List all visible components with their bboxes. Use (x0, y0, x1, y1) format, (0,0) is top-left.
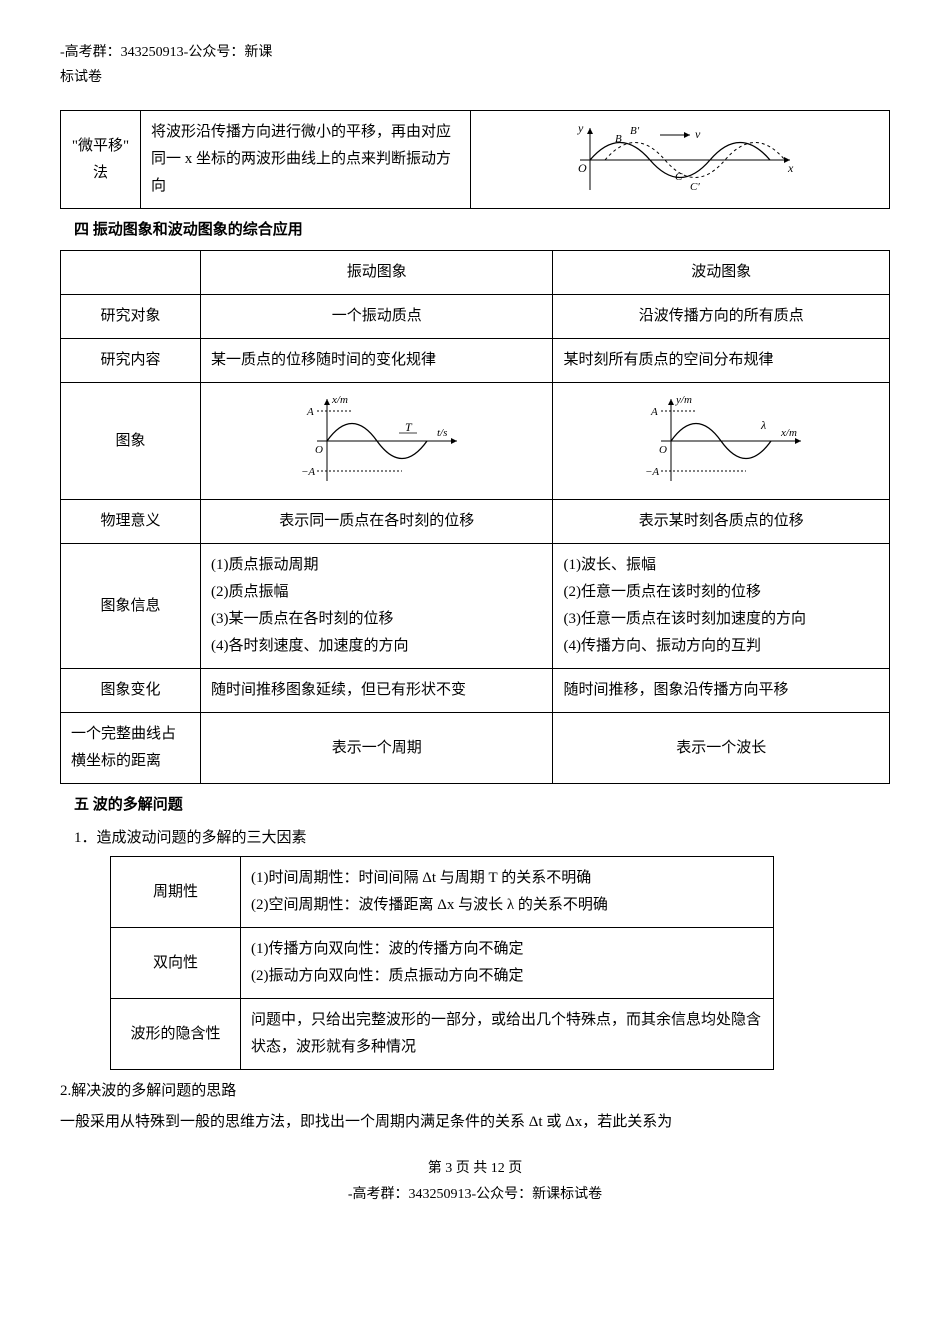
cell-graph-1: x/m t/s A −A O T (201, 383, 553, 500)
label-v: v (695, 127, 701, 141)
rh: 周期性 (111, 857, 241, 928)
th-c1: 振动图象 (201, 251, 553, 295)
minusA: −A (301, 466, 315, 478)
cell-graph-2: y/m x/m A −A O λ (553, 383, 890, 500)
cell: 某一质点的位移随时间的变化规律 (201, 339, 553, 383)
line-5-1: 1．造成波动问题的多解的三大因素 (60, 825, 890, 852)
vibration-graph: x/m t/s A −A O T (287, 391, 467, 491)
minusA: −A (645, 466, 659, 478)
table-multi-factors: 周期性 (1)时间周期性：时间间隔 Δt 与周期 T 的关系不明确 (2)空间周… (110, 856, 774, 1070)
footer-note: -高考群：343250913-公众号：新课标试卷 (60, 1182, 890, 1207)
ylabel: y/m (675, 394, 692, 406)
xlabel: t/s (437, 427, 447, 439)
th-c2: 波动图象 (553, 251, 890, 295)
rh-6: 图象变化 (61, 669, 201, 713)
header-line1: -高考群：343250913-公众号：新课 (60, 40, 890, 65)
cell: 表示同一质点在各时刻的位移 (201, 500, 553, 544)
table-row: 一个完整曲线占横坐标的距离 表示一个周期 表示一个波长 (61, 713, 890, 784)
cell: 某时刻所有质点的空间分布规律 (553, 339, 890, 383)
cell: 问题中，只给出完整波形的一部分，或给出几个特殊点，而其余信息均处隐含状态，波形就… (241, 999, 774, 1070)
wave-graph: y/m x/m A −A O λ (631, 391, 811, 491)
cell: (1)质点振动周期 (2)质点振幅 (3)某一质点在各时刻的位移 (4)各时刻速… (201, 544, 553, 669)
table-row: 研究对象 一个振动质点 沿波传播方向的所有质点 (61, 295, 890, 339)
section-5-heading: 五 波的多解问题 (60, 792, 890, 819)
cell: 随时间推移图象延续，但已有形状不变 (201, 669, 553, 713)
cell: 表示某时刻各质点的位移 (553, 500, 890, 544)
wave-shift-diagram: v y x O B B′ C C′ (560, 120, 800, 200)
A: A (650, 406, 658, 418)
label-B: B (615, 133, 622, 145)
line-5-3: 一般采用从特殊到一般的思维方法，即找出一个周期内满足条件的关系 Δt 或 Δx，… (60, 1109, 890, 1136)
table-graph-compare: 振动图象 波动图象 研究对象 一个振动质点 沿波传播方向的所有质点 研究内容 某… (60, 250, 890, 784)
th-blank (61, 251, 201, 295)
header-note: -高考群：343250913-公众号：新课 标试卷 (60, 40, 890, 90)
cell: 随时间推移，图象沿传播方向平移 (553, 669, 890, 713)
table-row: 波形的隐含性 问题中，只给出完整波形的一部分，或给出几个特殊点，而其余信息均处隐… (111, 999, 774, 1070)
cell-method-desc: 将波形沿传播方向进行微小的平移，再由对应同一 x 坐标的两波形曲线上的点来判断振… (141, 111, 471, 209)
ylabel: x/m (331, 394, 348, 406)
O: O (659, 444, 667, 456)
section-4-heading: 四 振动图象和波动图象的综合应用 (60, 217, 890, 244)
page-footer: 第 3 页 共 12 页 -高考群：343250913-公众号：新课标试卷 (60, 1156, 890, 1206)
rh-1: 研究对象 (61, 295, 201, 339)
cell: (1)时间周期性：时间间隔 Δt 与周期 T 的关系不明确 (2)空间周期性：波… (241, 857, 774, 928)
table-row: 双向性 (1)传播方向双向性：波的传播方向不确定 (2)振动方向双向性：质点振动… (111, 928, 774, 999)
table-row: "微平移" 法 将波形沿传播方向进行微小的平移，再由对应同一 x 坐标的两波形曲… (61, 111, 890, 209)
table-row: 振动图象 波动图象 (61, 251, 890, 295)
xlabel: x/m (780, 427, 797, 439)
table-row: 图象 x/m t/s A −A O T (61, 383, 890, 500)
label-Cp: C′ (690, 181, 700, 193)
cell: 沿波传播方向的所有质点 (553, 295, 890, 339)
table-row: 图象变化 随时间推移图象延续，但已有形状不变 随时间推移，图象沿传播方向平移 (61, 669, 890, 713)
table-row: 物理意义 表示同一质点在各时刻的位移 表示某时刻各质点的位移 (61, 500, 890, 544)
cell: 表示一个波长 (553, 713, 890, 784)
A: A (306, 406, 314, 418)
table-row: 周期性 (1)时间周期性：时间间隔 Δt 与周期 T 的关系不明确 (2)空间周… (111, 857, 774, 928)
cell-method-name: "微平移" 法 (61, 111, 141, 209)
label-C: C (675, 171, 683, 183)
label-y: y (577, 121, 584, 135)
label-O: O (578, 161, 587, 175)
line-5-2: 2.解决波的多解问题的思路 (60, 1078, 890, 1105)
table-micro-shift: "微平移" 法 将波形沿传播方向进行微小的平移，再由对应同一 x 坐标的两波形曲… (60, 110, 890, 209)
table-row: 研究内容 某一质点的位移随时间的变化规律 某时刻所有质点的空间分布规律 (61, 339, 890, 383)
label-Bp: B′ (630, 125, 640, 137)
rh-3: 图象 (61, 383, 201, 500)
O: O (315, 444, 323, 456)
lambda: λ (760, 418, 766, 432)
page-number: 第 3 页 共 12 页 (60, 1156, 890, 1181)
header-line2: 标试卷 (60, 65, 890, 90)
cell: 表示一个周期 (201, 713, 553, 784)
cell: (1)传播方向双向性：波的传播方向不确定 (2)振动方向双向性：质点振动方向不确… (241, 928, 774, 999)
rh: 波形的隐含性 (111, 999, 241, 1070)
label-x: x (787, 161, 794, 175)
rh: 双向性 (111, 928, 241, 999)
rh-5: 图象信息 (61, 544, 201, 669)
rh-4: 物理意义 (61, 500, 201, 544)
rh-7: 一个完整曲线占横坐标的距离 (61, 713, 201, 784)
table-row: 图象信息 (1)质点振动周期 (2)质点振幅 (3)某一质点在各时刻的位移 (4… (61, 544, 890, 669)
T: T (405, 420, 413, 434)
rh-2: 研究内容 (61, 339, 201, 383)
cell: 一个振动质点 (201, 295, 553, 339)
cell: (1)波长、振幅 (2)任意一质点在该时刻的位移 (3)任意一质点在该时刻加速度… (553, 544, 890, 669)
cell-method-diagram: v y x O B B′ C C′ (471, 111, 890, 209)
